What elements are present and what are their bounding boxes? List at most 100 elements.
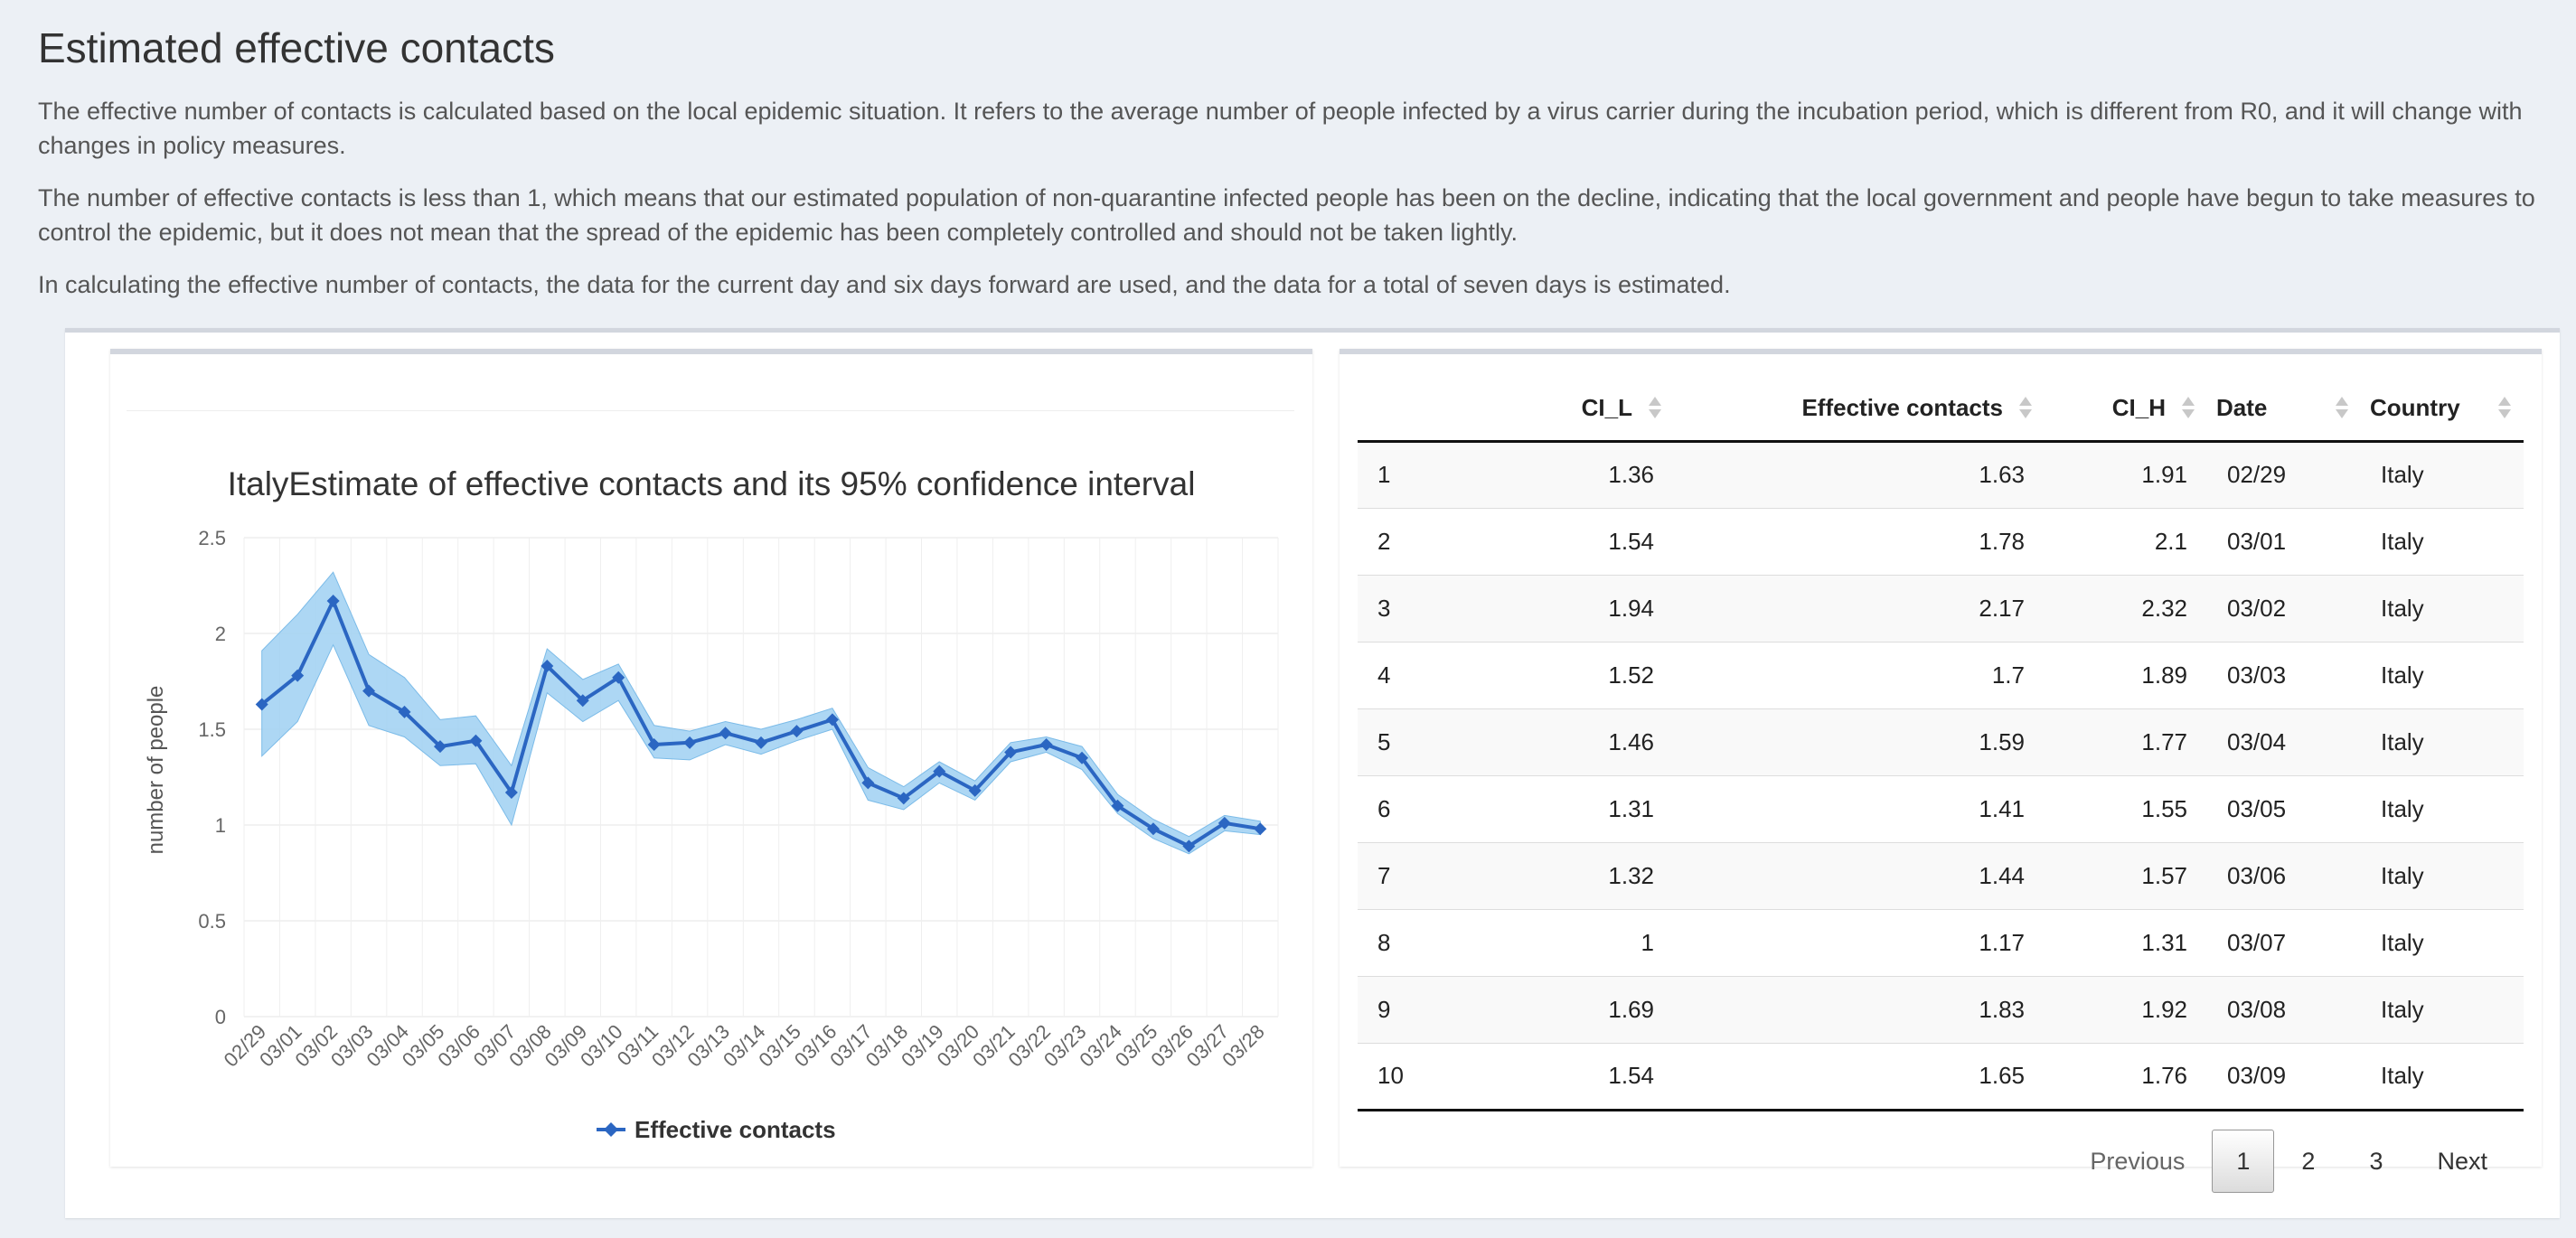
data-point-marker bbox=[1182, 839, 1196, 853]
chart-title: ItalyEstimate of effective contacts and … bbox=[228, 465, 1196, 502]
data-point-marker bbox=[683, 736, 697, 749]
column-header-label: Effective contacts bbox=[1801, 393, 2003, 421]
cell-index: 7 bbox=[1358, 841, 1466, 909]
column-header-ci-l[interactable]: CI_L bbox=[1466, 376, 1674, 443]
data-point-marker bbox=[291, 669, 305, 682]
cell-country: Italy bbox=[2361, 774, 2524, 842]
pagination-next-button[interactable]: Next bbox=[2437, 1148, 2487, 1175]
column-header-ci-h[interactable]: CI_H bbox=[2045, 376, 2207, 443]
column-header-label: Date bbox=[2216, 393, 2268, 421]
cell-effective-contacts: 1.7 bbox=[1674, 641, 2045, 708]
cell-date: 03/05 bbox=[2207, 774, 2361, 842]
table-row: 9 1.69 1.83 1.92 03/08 Italy bbox=[1358, 975, 2524, 1043]
cell-country: Italy bbox=[2361, 641, 2524, 708]
cell-effective-contacts: 1.59 bbox=[1674, 708, 2045, 775]
cell-date: 03/09 bbox=[2207, 1042, 2361, 1111]
cell-date: 03/03 bbox=[2207, 641, 2361, 708]
data-point-marker bbox=[541, 660, 554, 673]
data-point-marker bbox=[576, 694, 589, 708]
data-point-marker bbox=[469, 734, 483, 747]
cell-ci-l: 1.31 bbox=[1466, 774, 1674, 842]
y-tick-label: 0.5 bbox=[198, 910, 226, 933]
column-header-country[interactable]: Country bbox=[2361, 376, 2524, 443]
cell-country: Italy bbox=[2361, 507, 2524, 575]
column-header-index bbox=[1358, 376, 1466, 443]
data-point-marker bbox=[1004, 746, 1018, 759]
column-header-date[interactable]: Date bbox=[2207, 376, 2361, 443]
cell-country: Italy bbox=[2361, 1042, 2524, 1111]
data-point-marker bbox=[825, 713, 839, 727]
description-paragraph-3: In calculating the effective number of c… bbox=[38, 271, 1731, 298]
x-tick-label: 03/10 bbox=[576, 1020, 627, 1072]
cell-index: 3 bbox=[1358, 574, 1466, 642]
cell-effective-contacts: 1.44 bbox=[1674, 841, 2045, 909]
cell-effective-contacts: 2.17 bbox=[1674, 574, 2045, 642]
confidence-interval-band bbox=[261, 571, 1261, 855]
cell-ci-h: 1.77 bbox=[2045, 708, 2207, 775]
data-point-marker bbox=[1254, 822, 1267, 836]
pagination: Previous 1 2 3 Next bbox=[2063, 1130, 2515, 1193]
x-axis-ticks: 02/2903/0103/0203/0303/0403/0503/0603/07… bbox=[220, 1020, 1269, 1072]
data-point-marker bbox=[897, 792, 910, 805]
pagination-previous-button[interactable]: Previous bbox=[2090, 1148, 2186, 1175]
y-tick-label: 1.5 bbox=[198, 718, 226, 741]
sort-icon bbox=[1649, 395, 1661, 420]
data-point-marker bbox=[647, 737, 661, 751]
table-row: 4 1.52 1.7 1.89 03/03 Italy bbox=[1358, 641, 2524, 708]
cell-ci-l: 1 bbox=[1466, 908, 1674, 976]
cell-index: 9 bbox=[1358, 975, 1466, 1043]
cell-country: Italy bbox=[2361, 908, 2524, 976]
confidence-interval-area bbox=[261, 571, 1261, 855]
data-point-marker bbox=[861, 776, 875, 790]
pagination-page-2[interactable]: 2 bbox=[2301, 1148, 2316, 1175]
cell-index: 4 bbox=[1358, 641, 1466, 708]
table-row: 10 1.54 1.65 1.76 03/09 Italy bbox=[1358, 1042, 2524, 1111]
cell-effective-contacts: 1.65 bbox=[1674, 1042, 2045, 1111]
cell-ci-h: 1.76 bbox=[2045, 1042, 2207, 1111]
data-point-marker bbox=[755, 736, 767, 749]
data-point-marker bbox=[1146, 822, 1160, 836]
data-point-marker bbox=[362, 684, 376, 698]
data-point-marker bbox=[790, 725, 804, 738]
column-header-label: CI_H bbox=[2111, 393, 2166, 421]
cell-ci-l: 1.46 bbox=[1466, 708, 1674, 775]
page-header: Estimated effective contacts The effecti… bbox=[38, 23, 2551, 320]
table-row: 5 1.46 1.59 1.77 03/04 Italy bbox=[1358, 708, 2524, 775]
legend-label: Effective contacts bbox=[635, 1116, 836, 1143]
sort-icon bbox=[2182, 395, 2195, 420]
cell-effective-contacts: 1.63 bbox=[1674, 440, 2045, 508]
cell-ci-h: 1.55 bbox=[2045, 774, 2207, 842]
pagination-page-1[interactable]: 1 bbox=[2212, 1130, 2275, 1193]
data-point-marker bbox=[968, 783, 982, 797]
description-paragraph-1: The effective number of contacts is calc… bbox=[38, 98, 2523, 159]
sort-icon bbox=[2019, 395, 2032, 420]
cell-ci-l: 1.52 bbox=[1466, 641, 1674, 708]
cell-ci-l: 1.69 bbox=[1466, 975, 1674, 1043]
cell-index: 2 bbox=[1358, 507, 1466, 575]
y-tick-label: 2.5 bbox=[198, 527, 226, 549]
cell-country: Italy bbox=[2361, 708, 2524, 775]
pagination-page-3[interactable]: 3 bbox=[2369, 1148, 2383, 1175]
chart-legend[interactable]: Effective contacts bbox=[597, 1116, 836, 1143]
cell-effective-contacts: 1.78 bbox=[1674, 507, 2045, 575]
series-effective-contacts bbox=[255, 594, 1267, 853]
cell-index: 10 bbox=[1358, 1042, 1466, 1111]
table-row: 3 1.94 2.17 2.32 03/02 Italy bbox=[1358, 574, 2524, 642]
table-row: 7 1.32 1.44 1.57 03/06 Italy bbox=[1358, 841, 2524, 909]
page-title: Estimated effective contacts bbox=[38, 24, 555, 71]
data-point-marker bbox=[719, 727, 732, 740]
sort-icon bbox=[2498, 395, 2511, 420]
table-row: 1 1.36 1.63 1.91 02/29 Italy bbox=[1358, 440, 2524, 508]
cell-date: 02/29 bbox=[2207, 440, 2361, 508]
column-header-effective-contacts[interactable]: Effective contacts bbox=[1674, 376, 2045, 443]
description-paragraph-2: The number of effective contacts is less… bbox=[38, 184, 2535, 246]
cell-index: 6 bbox=[1358, 774, 1466, 842]
column-header-label: CI_L bbox=[1581, 393, 1632, 421]
cell-ci-h: 2.1 bbox=[2045, 507, 2207, 575]
y-tick-label: 0 bbox=[215, 1006, 226, 1028]
table-row: 6 1.31 1.41 1.55 03/05 Italy bbox=[1358, 774, 2524, 842]
data-point-marker bbox=[1217, 816, 1231, 830]
cell-country: Italy bbox=[2361, 440, 2524, 508]
cell-country: Italy bbox=[2361, 574, 2524, 642]
cell-country: Italy bbox=[2361, 975, 2524, 1043]
